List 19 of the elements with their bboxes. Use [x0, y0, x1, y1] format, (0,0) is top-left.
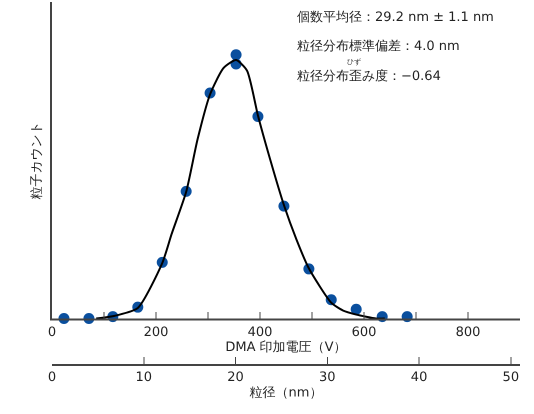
text: 粒径分布標準偏差：4.0 nm [297, 39, 460, 54]
y-axis-title: 粒子カウント [30, 121, 45, 200]
point [230, 49, 242, 60]
x2-tick-label: 40 [410, 370, 428, 386]
x-tick-label: 600 [352, 324, 376, 340]
x2-tick-label: 30 [319, 370, 336, 386]
x-tick-label: 800 [456, 324, 480, 340]
x2-tick-label: 0 [48, 370, 56, 386]
x2-axis-title: 粒径（nm） [250, 385, 322, 400]
x-tick-label: 400 [248, 324, 272, 340]
text: 個数平均径：29.2 nm ± 1.1 nm [297, 10, 494, 25]
x-tick-label: 0 [48, 324, 56, 340]
x2-tick-label: 20 [227, 370, 244, 386]
x-tick-label: 200 [144, 324, 168, 340]
annotation: 粒径分布歪み度：−0.64 [297, 68, 441, 84]
x-axis-title: DMA 印加電圧（V） [225, 340, 347, 355]
point [350, 304, 362, 315]
x2-tick-label: 10 [135, 370, 152, 386]
x2-tick-label: 50 [502, 370, 520, 386]
